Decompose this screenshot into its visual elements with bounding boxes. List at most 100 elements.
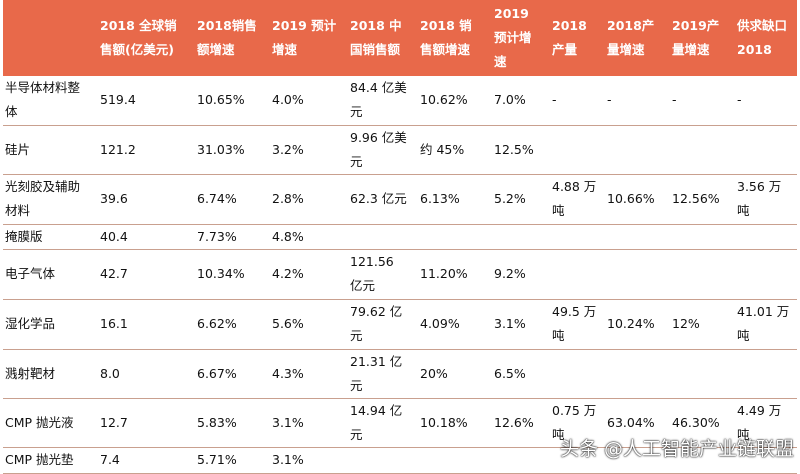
table-cell: 10.62%	[414, 76, 488, 126]
table-cell	[546, 349, 601, 399]
row-label: CMP 抛光垫	[3, 447, 94, 474]
table-cell: 3.1%	[266, 398, 344, 448]
table-cell: 5.2%	[488, 174, 546, 225]
table-cell: 121.56 亿元	[344, 249, 414, 300]
table-row: 光刻胶及辅助材料 39.6 6.74% 2.8% 62.3 亿元 6.13% 5.2% 4.8…	[3, 174, 797, 225]
table-cell	[731, 349, 797, 399]
table-cell: -	[731, 76, 797, 126]
column-header: 2019 预计增速	[266, 0, 344, 76]
table-cell: 11.20%	[414, 249, 488, 300]
table-cell	[601, 349, 666, 399]
table-cell: 2.8%	[266, 174, 344, 225]
table-cell: 4.49 万吨	[731, 398, 797, 448]
table-cell: -	[601, 76, 666, 126]
table-cell: 20%	[414, 349, 488, 399]
table-row: 半导体材料整体 519.4 10.65% 4.0% 84.4 亿美元 10.62% 7.0%…	[3, 76, 797, 126]
table-row: 电子气体 42.7 10.34% 4.2% 121.56 亿元 11.20% 9.2%	[3, 249, 797, 300]
row-label: 掩膜版	[3, 224, 94, 250]
row-label: 半导体材料整体	[3, 76, 94, 126]
table-row: 硅片 121.2 31.03% 3.2% 9.96 亿美元约 45% 12.5%	[3, 125, 797, 175]
table-cell	[414, 447, 488, 474]
table-cell: 9.96 亿美元	[344, 125, 414, 175]
table-cell	[414, 224, 488, 250]
table-cell	[731, 249, 797, 300]
column-header: 2018 产量	[546, 0, 601, 76]
table-cell: 7.4	[94, 447, 191, 474]
table-cell: 5.83%	[191, 398, 266, 448]
table-cell: 5.6%	[266, 299, 344, 350]
table-cell	[731, 224, 797, 250]
table-cell	[666, 349, 731, 399]
table-cell: 62.3 亿元	[344, 174, 414, 225]
table-cell: 4.2%	[266, 249, 344, 300]
table-cell: 31.03%	[191, 125, 266, 175]
table-cell: 519.4	[94, 76, 191, 126]
column-header: 2019产量增速	[666, 0, 731, 76]
table-cell: 10.18%	[414, 398, 488, 448]
table-row: 湿化学品 16.1 6.62% 5.6% 79.62 亿元 4.09% 3.1% 49.5 万…	[3, 299, 797, 350]
table-cell: 12.5%	[488, 125, 546, 175]
table-cell: 6.13%	[414, 174, 488, 225]
table-cell: 12%	[666, 299, 731, 350]
table-cell: -	[546, 76, 601, 126]
table-cell	[666, 224, 731, 250]
table-row: 溅射靶材 8.0 6.67% 4.3% 21.31 亿元 20% 6.5%	[3, 349, 797, 399]
row-label: CMP 抛光液	[3, 398, 94, 448]
column-header: 2018 销售额增速	[414, 0, 488, 76]
table-cell: 5.71%	[191, 447, 266, 474]
table-cell: 12.6%	[488, 398, 546, 448]
table-cell: 4.0%	[266, 76, 344, 126]
column-header: 2018销售额增速	[191, 0, 266, 76]
row-label: 光刻胶及辅助材料	[3, 174, 94, 225]
table-cell: 79.62 亿元	[344, 299, 414, 350]
table-cell: 10.24%	[601, 299, 666, 350]
table-cell: -	[666, 76, 731, 126]
table-cell: 46.30%	[666, 398, 731, 448]
row-label: 电子气体	[3, 249, 94, 300]
table-cell: 6.62%	[191, 299, 266, 350]
table-cell	[488, 447, 546, 474]
table-cell	[601, 249, 666, 300]
table-cell: 6.74%	[191, 174, 266, 225]
table-cell: 约 45%	[414, 125, 488, 175]
row-label: 溅射靶材	[3, 349, 94, 399]
watermark: 头条 @人工智能产业链联盟	[560, 438, 795, 460]
table-cell: 121.2	[94, 125, 191, 175]
table-cell: 84.4 亿美元	[344, 76, 414, 126]
table-row: CMP 抛光液 12.7 5.83% 3.1% 14.94 亿元 10.18% 12.6% 0…	[3, 398, 797, 448]
table-cell: 4.88 万吨	[546, 174, 601, 225]
table-cell	[666, 125, 731, 175]
table-cell: 14.94 亿元	[344, 398, 414, 448]
table-cell	[488, 224, 546, 250]
table-cell: 49.5 万吨	[546, 299, 601, 350]
table-cell	[666, 249, 731, 300]
materials-table: 2018 全球销售额(亿美元) 2018销售额增速 2019 预计增速 2018 中国…	[3, 0, 797, 474]
table-cell: 0.75 万吨	[546, 398, 601, 448]
table-cell: 6.67%	[191, 349, 266, 399]
table-cell	[601, 224, 666, 250]
table-cell: 12.56%	[666, 174, 731, 225]
table-cell: 12.7	[94, 398, 191, 448]
table-cell: 4.8%	[266, 224, 344, 250]
table-cell: 9.2%	[488, 249, 546, 300]
table-cell: 3.56 万吨	[731, 174, 797, 225]
table-cell: 10.34%	[191, 249, 266, 300]
column-header: 2018 全球销售额(亿美元)	[94, 0, 191, 76]
table-cell: 39.6	[94, 174, 191, 225]
table-cell: 7.73%	[191, 224, 266, 250]
table-cell: 21.31 亿元	[344, 349, 414, 399]
table-cell: 3.1%	[488, 299, 546, 350]
table-cell: 4.09%	[414, 299, 488, 350]
table-cell: 10.66%	[601, 174, 666, 225]
row-label: 硅片	[3, 125, 94, 175]
table-cell	[546, 125, 601, 175]
table-cell: 7.0%	[488, 76, 546, 126]
table-cell: 3.2%	[266, 125, 344, 175]
table-cell	[546, 249, 601, 300]
table-cell: 6.5%	[488, 349, 546, 399]
table-cell: 4.3%	[266, 349, 344, 399]
table-cell: 42.7	[94, 249, 191, 300]
table-cell	[344, 447, 414, 474]
column-header: 供求缺口 2018	[731, 0, 797, 76]
table-cell	[546, 224, 601, 250]
